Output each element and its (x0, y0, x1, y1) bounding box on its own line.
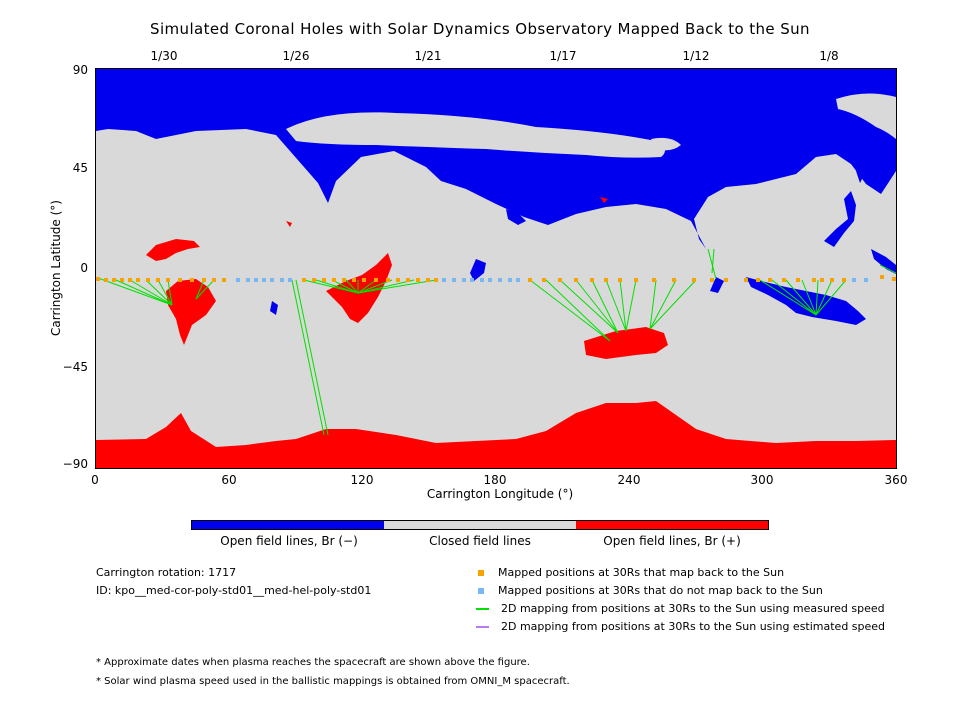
legend-item: 2D mapping from positions at 30Rs to the… (476, 620, 885, 633)
date-label: 1/30 (150, 49, 178, 63)
x-axis-label: Carrington Longitude (°) (426, 487, 574, 501)
small-negative-hole (470, 259, 486, 281)
date-label: 1/17 (549, 49, 577, 63)
green-line-icon (476, 608, 489, 610)
closed-island (286, 112, 665, 158)
footnote: * Solar wind plasma speed used in the ba… (96, 676, 570, 687)
positive-coronal-hole (166, 279, 216, 345)
unmapped-positions (236, 278, 868, 282)
small-negative-hole (710, 277, 724, 293)
south-polar-coronal-hole (96, 401, 896, 468)
y-tick-label: 45 (72, 161, 88, 175)
figure-title: Simulated Coronal Holes with Solar Dynam… (150, 20, 810, 38)
negative-coronal-hole (746, 277, 866, 325)
violet-line-icon (476, 626, 489, 628)
small-negative-hole (856, 171, 864, 183)
orange-square-icon (478, 570, 484, 576)
small-negative-hole (270, 301, 278, 315)
positive-coronal-hole (146, 239, 200, 261)
mapping-overlay (96, 248, 896, 436)
colorbar-label: Open field lines, Br (−) (220, 534, 358, 548)
legend-label: Mapped positions at 30Rs that do not map… (498, 584, 823, 597)
carrington-rotation: Carrington rotation: 1717 (96, 566, 237, 579)
date-label: 1/8 (819, 49, 839, 63)
colorbar-open-positive (576, 521, 768, 529)
legend-label: 2D mapping from positions at 30Rs to the… (501, 620, 886, 633)
x-tick-label: 0 (91, 473, 99, 487)
x-tick-label: 240 (617, 473, 641, 487)
legend-label: Mapped positions at 30Rs that map back t… (498, 566, 785, 579)
date-label: 1/26 (282, 49, 310, 63)
footnote: * Approximate dates when plasma reaches … (96, 657, 530, 668)
map-canvas (96, 69, 896, 468)
colorbar-open-negative (192, 521, 384, 529)
y-tick-label: 0 (80, 261, 88, 275)
closed-island (836, 93, 896, 139)
measured-speed-mapping-lines (97, 248, 896, 436)
small-negative-hole (506, 209, 526, 225)
mapped-positions (96, 275, 896, 282)
positive-coronal-hole (600, 197, 608, 203)
y-tick-label: −45 (62, 360, 88, 374)
colorbar-label: Open field lines, Br (+) (603, 534, 741, 548)
legend-item: 2D mapping from positions at 30Rs to the… (476, 602, 885, 615)
y-tick-label: −90 (62, 457, 88, 471)
colorbar (191, 520, 769, 530)
positive-coronal-hole (584, 327, 668, 359)
x-tick-label: 120 (350, 473, 374, 487)
negative-coronal-hole (871, 249, 896, 274)
x-tick-label: 300 (750, 473, 774, 487)
positive-coronal-hole (326, 253, 392, 323)
north-polar-coronal-hole (96, 69, 896, 249)
date-label: 1/12 (682, 49, 710, 63)
y-tick-label: 90 (72, 63, 88, 77)
negative-coronal-hole (824, 191, 856, 247)
colorbar-label: Closed field lines (429, 534, 531, 548)
positive-coronal-hole (286, 221, 292, 227)
legend-item: Mapped positions at 30Rs that do not map… (476, 584, 823, 597)
x-tick-label: 180 (483, 473, 507, 487)
legend-label: 2D mapping from positions at 30Rs to the… (501, 602, 885, 615)
date-label: 1/21 (414, 49, 442, 63)
colorbar-closed (384, 521, 576, 529)
closed-island (651, 137, 681, 151)
x-tick-label: 60 (221, 473, 237, 487)
legend-item: Mapped positions at 30Rs that map back t… (476, 566, 784, 579)
light-blue-square-icon (478, 588, 484, 594)
coronal-hole-map (95, 68, 897, 469)
model-id: ID: kpo__med-cor-poly-std01__med-hel-pol… (96, 584, 372, 597)
x-tick-label: 360 (884, 473, 908, 487)
